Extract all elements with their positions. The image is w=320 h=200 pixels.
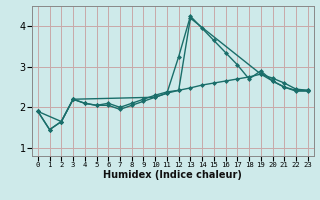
X-axis label: Humidex (Indice chaleur): Humidex (Indice chaleur) <box>103 170 242 180</box>
